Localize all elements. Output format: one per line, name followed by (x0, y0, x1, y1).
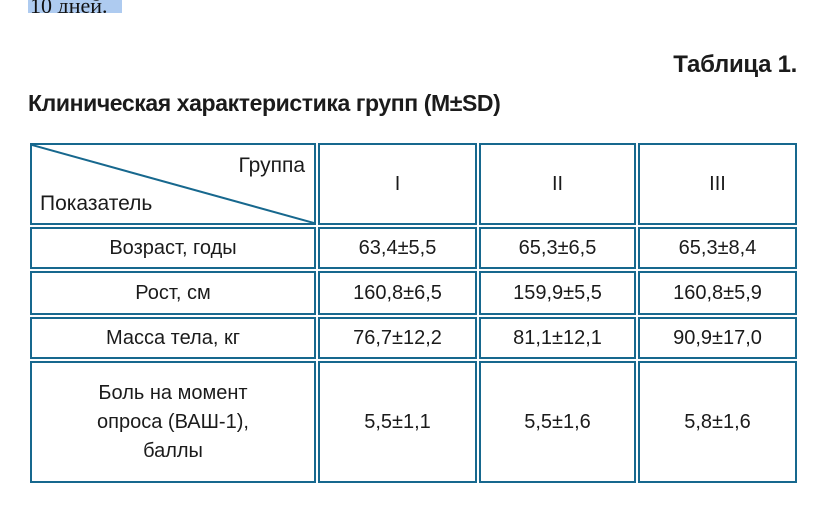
table-row-pain-vas: Боль на момент опроса (ВАШ-1), баллы 5,5… (30, 361, 797, 483)
data-cell: 159,9±5,5 (479, 271, 636, 315)
table-row-age: Возраст, годы 63,4±5,5 65,3±6,5 65,3±8,4 (30, 227, 797, 269)
table-row-body-mass: Масса тела, кг 76,7±12,2 81,1±12,1 90,9±… (30, 317, 797, 359)
highlighted-text-fragment: 10 дней. (28, 0, 122, 13)
corner-label-group: Группа (238, 154, 305, 177)
data-cell: 5,5±1,1 (318, 361, 477, 483)
data-cell: 160,8±6,5 (318, 271, 477, 315)
table-title: Клиническая характеристика групп (M±SD) (28, 90, 501, 116)
table-caption: Таблица 1. (673, 51, 797, 78)
corner-cell: Группа Показатель (30, 143, 316, 225)
data-cell: 65,3±6,5 (479, 227, 636, 269)
data-cell: 90,9±17,0 (638, 317, 797, 359)
data-cell: 76,7±12,2 (318, 317, 477, 359)
row-label: Возраст, годы (30, 227, 316, 269)
row-label: Рост, см (30, 271, 316, 315)
row-label: Боль на момент опроса (ВАШ-1), баллы (30, 361, 316, 483)
diagonal-divider-line (32, 145, 314, 223)
data-cell: 81,1±12,1 (479, 317, 636, 359)
table-header-row: Группа Показатель I II III (30, 143, 797, 225)
data-cell: 63,4±5,5 (318, 227, 477, 269)
data-cell: 5,5±1,6 (479, 361, 636, 483)
row-label: Масса тела, кг (30, 317, 316, 359)
column-header-group-2: II (479, 143, 636, 225)
data-cell: 160,8±5,9 (638, 271, 797, 315)
clinical-characteristics-table: Группа Показатель I II III Возраст, годы… (28, 141, 799, 485)
column-header-group-3: III (638, 143, 797, 225)
column-header-group-1: I (318, 143, 477, 225)
corner-label-indicator: Показатель (40, 192, 153, 215)
data-cell: 5,8±1,6 (638, 361, 797, 483)
table-row-height: Рост, см 160,8±6,5 159,9±5,5 160,8±5,9 (30, 271, 797, 315)
data-cell: 65,3±8,4 (638, 227, 797, 269)
highlighted-text: 10 дней. (28, 0, 122, 13)
